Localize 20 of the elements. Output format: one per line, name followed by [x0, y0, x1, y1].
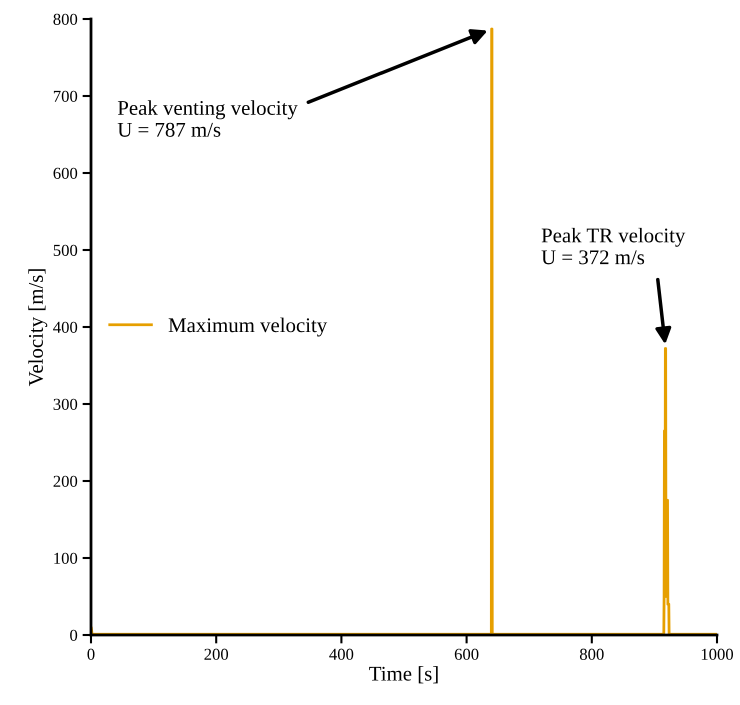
- y-axis-title: Velocity [m/s]: [28, 269, 48, 386]
- x-axis-title: Time [s]: [369, 666, 438, 684]
- x-tick-label: 800: [580, 648, 604, 660]
- x-tick-label: 1000: [702, 648, 734, 660]
- x-tick-label: 400: [329, 648, 354, 660]
- y-tick-label: 500: [54, 244, 78, 256]
- y-tick-label: 600: [54, 168, 78, 179]
- annotation: Peak TR velocity U = 372 m/s: [542, 228, 686, 264]
- x-tick-label: 200: [204, 648, 228, 660]
- y-tick-label: 800: [53, 14, 78, 25]
- annotation: Peak venting velocity U = 787 m/s: [118, 100, 298, 137]
- y-tick-label: 400: [53, 322, 78, 333]
- y-tick-label: 0: [70, 630, 78, 641]
- y-tick-label: 300: [54, 398, 78, 410]
- y-tick-label: 700: [54, 90, 78, 102]
- y-tick-label: 200: [54, 476, 78, 487]
- x-tick-label: 600: [454, 648, 478, 660]
- legend-label: Maximum velocity: [168, 318, 328, 337]
- x-tick-label: 0: [87, 648, 95, 660]
- y-tick-label: 100: [54, 552, 78, 564]
